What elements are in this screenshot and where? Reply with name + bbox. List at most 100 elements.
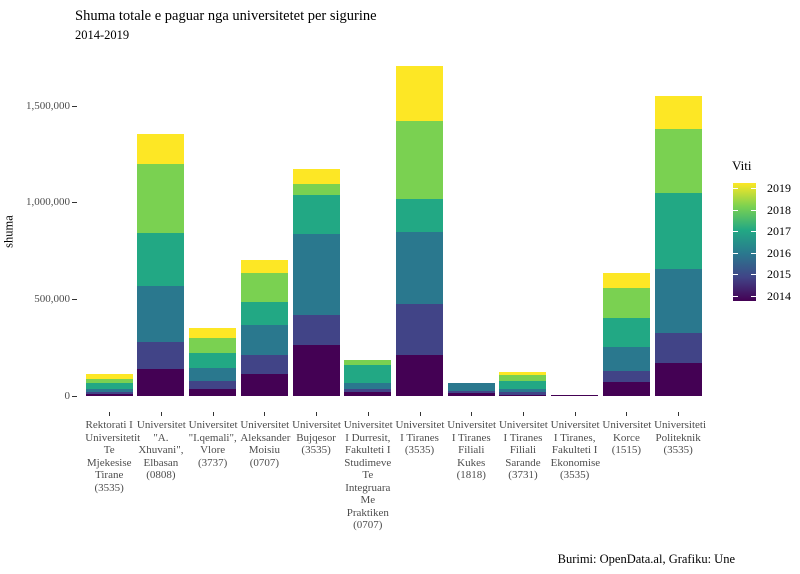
bar-segment-2016 xyxy=(396,232,444,305)
legend-year-label: 2019 xyxy=(767,181,791,195)
y-tick-label: 0 xyxy=(64,390,71,402)
x-axis-label: Universitet Aleksander Moisiu (0707) xyxy=(240,419,291,469)
legend: Viti 2019 2018 2017 2016 2015 2014 xyxy=(728,158,800,303)
bar-segment-2017 xyxy=(137,233,185,287)
bar-segment-2019 xyxy=(85,373,133,380)
y-tick-label: 500,000 xyxy=(34,293,70,306)
bar-segment-2015 xyxy=(499,392,547,395)
chart-title: Shuma totale e paguar nga universitetet … xyxy=(75,8,377,24)
legend-tick-mark xyxy=(751,188,756,189)
bar-segment-2016 xyxy=(85,389,133,392)
bar-segment-2015 xyxy=(240,354,288,375)
bar-segment-2017 xyxy=(602,317,650,347)
bar-segment-2014 xyxy=(654,362,702,396)
legend-tick-mark xyxy=(733,274,738,275)
x-tick-mark xyxy=(678,412,680,416)
x-axis-label: Universitet "I.qemali", Vlore (3737) xyxy=(188,419,238,469)
legend-tick-mark xyxy=(751,231,756,232)
x-tick-mark xyxy=(109,412,111,416)
x-axis-label: Universitet Bujqesor (3535) xyxy=(292,419,341,456)
chart-subtitle: 2014-2019 xyxy=(75,28,130,42)
x-axis-label: Universitet I Tiranes Filiali Sarande (3… xyxy=(498,419,548,481)
source-caption: Burimi: OpenData.al, Grafiku: Une xyxy=(557,552,735,566)
bar-segment-2017 xyxy=(654,193,702,269)
bar-segment-2017 xyxy=(499,380,547,389)
x-axis-label: Universitet "A. Xhuvani", Elbasan (0808) xyxy=(136,419,186,481)
bar-segment-2018 xyxy=(396,121,444,199)
bar-segment-2018 xyxy=(602,287,650,318)
bar-segment-2018 xyxy=(499,375,547,381)
legend-tick-mark xyxy=(751,274,756,275)
bar-segment-2014 xyxy=(85,394,133,396)
legend-year-label: 2017 xyxy=(767,224,791,238)
bar-segment-2018 xyxy=(189,338,237,353)
bar-segment-2019 xyxy=(654,95,702,129)
bar-segment-2018 xyxy=(654,128,702,194)
legend-colorbar: 2019 2018 2017 2016 2015 2014 xyxy=(733,181,791,303)
x-tick-mark xyxy=(212,412,214,416)
x-axis-label: Universitet I Tiranes, Fakulteti I Ekono… xyxy=(550,419,601,481)
x-tick-mark xyxy=(574,412,576,416)
bar-segment-2018 xyxy=(344,359,392,365)
bar-segment-2019 xyxy=(189,328,237,339)
bar-segment-2018 xyxy=(137,164,185,234)
bar-segment-2017 xyxy=(85,383,133,390)
bar-segment-2019 xyxy=(292,169,340,185)
bar-segment-2014 xyxy=(396,355,444,396)
bar-segment-2017 xyxy=(396,198,444,233)
legend-tick-mark xyxy=(733,295,738,297)
x-tick-mark xyxy=(626,412,628,416)
x-tick-mark xyxy=(419,412,421,416)
legend-tick-mark xyxy=(733,209,738,211)
bar-segment-2014 xyxy=(292,345,340,396)
bar-segment-2018 xyxy=(240,273,288,302)
bar-segment-2015 xyxy=(602,371,650,382)
x-axis-label: Universiteti Politeknik (3535) xyxy=(654,419,707,456)
bar-segment-2016 xyxy=(137,286,185,342)
legend-year-label: 2016 xyxy=(767,245,791,260)
legend-tick-mark xyxy=(733,231,738,232)
x-tick-mark xyxy=(522,412,524,416)
x-tick-mark xyxy=(471,412,473,416)
bar-segment-2014 xyxy=(344,392,392,396)
bar-segment-2016 xyxy=(499,388,547,393)
bar-segment-2014 xyxy=(447,393,495,396)
bar-segment-2019 xyxy=(602,273,650,288)
bar-segment-2016 xyxy=(344,383,392,389)
bar-segment-2015 xyxy=(447,390,495,394)
y-tick-mark xyxy=(72,299,77,301)
bar-segment-2019 xyxy=(396,65,444,122)
bar-segment-2014 xyxy=(551,395,599,397)
legend-tick-mark xyxy=(733,188,738,189)
bar-segment-2014 xyxy=(137,369,185,396)
bar-segment-2017 xyxy=(344,364,392,384)
x-axis-label: Universitet I Durresit, Fakulteti I Stud… xyxy=(343,419,393,531)
bar-segment-2014 xyxy=(602,381,650,396)
legend-tick-mark xyxy=(733,252,738,254)
bar-segment-2016 xyxy=(189,368,237,382)
x-axis-label: Universitet I Tiranes (3535) xyxy=(395,419,445,456)
bar-segment-2015 xyxy=(396,304,444,356)
bar-segment-2015 xyxy=(85,391,133,395)
x-tick-mark xyxy=(160,412,162,416)
x-tick-mark xyxy=(264,412,266,416)
bar-segment-2017 xyxy=(189,353,237,369)
y-tick-label: 1,000,000 xyxy=(26,196,70,209)
legend-tick-mark xyxy=(751,295,756,297)
bar-segment-2016 xyxy=(447,383,495,391)
legend-year-label: 2014 xyxy=(767,288,791,303)
bar-segment-2015 xyxy=(292,315,340,346)
bar-segment-2018 xyxy=(85,379,133,384)
y-tick-mark xyxy=(72,202,77,204)
bar-segment-2014 xyxy=(240,374,288,396)
legend-tick-mark xyxy=(751,252,756,254)
bar-segment-2018 xyxy=(292,184,340,195)
bar-segment-2014 xyxy=(189,389,237,396)
bar-segment-2016 xyxy=(602,347,650,372)
bar-segment-2016 xyxy=(292,233,340,316)
legend-year-label: 2018 xyxy=(767,202,791,217)
bar-segment-2016 xyxy=(240,325,288,355)
legend-title: Viti xyxy=(732,158,752,173)
bar-segment-2017 xyxy=(292,194,340,234)
